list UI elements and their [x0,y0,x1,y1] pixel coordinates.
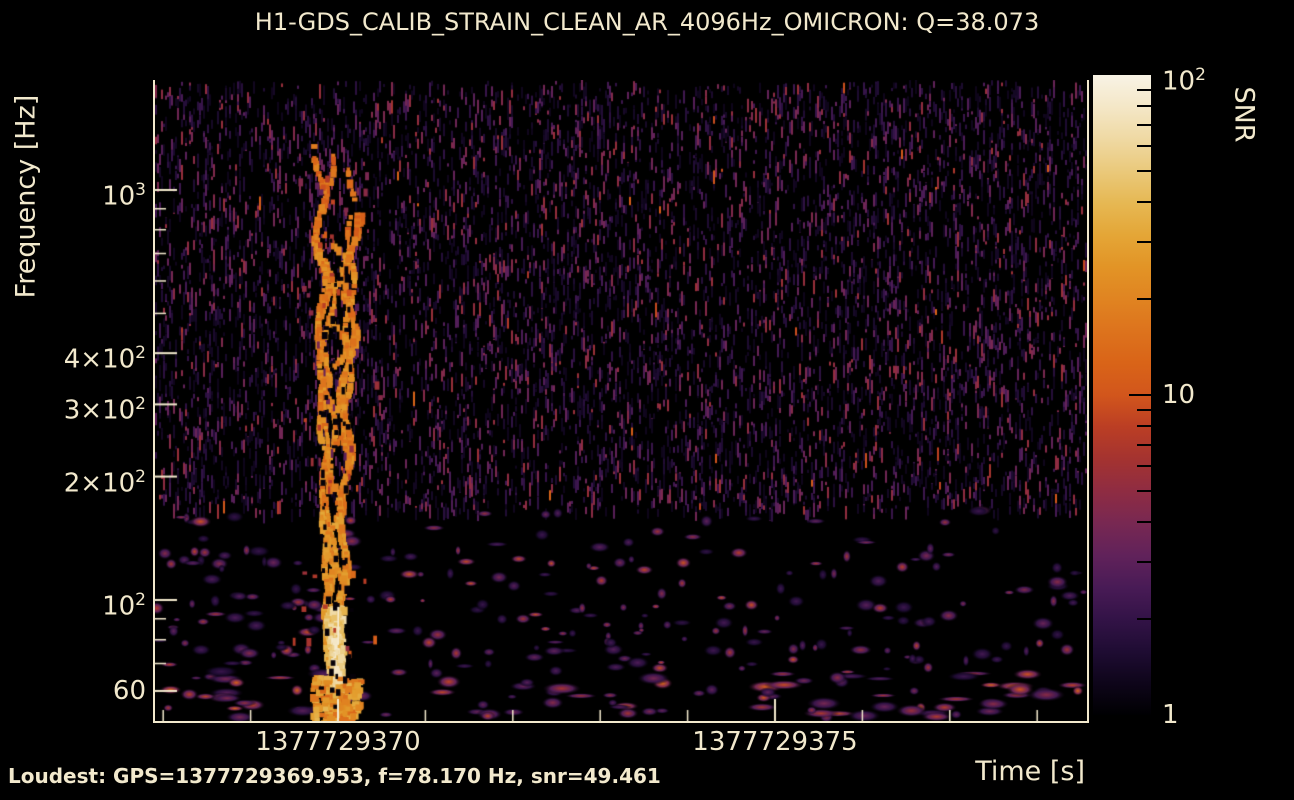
x-axis-label: Time [s] [975,756,1085,787]
colorbar-minor-tick [1137,241,1151,244]
y-tick-label-100: 102 [102,590,146,622]
colorbar-minor-tick [1137,443,1151,446]
colorbar-minor-tick [1137,561,1151,564]
colorbar-minor-tick [1137,201,1151,204]
colorbar-tick-label-1: 1 [1162,700,1179,730]
colorbar-minor-tick [1137,490,1151,493]
colorbar-tick-label-10: 10 [1162,380,1196,410]
colorbar-minor-tick [1137,408,1151,411]
colorbar-label: SNR [1228,86,1260,143]
plot-title: H1-GDS_CALIB_STRAIN_CLEAN_AR_4096Hz_OMIC… [254,8,1040,36]
colorbar-minor-tick [1137,521,1151,524]
spectrogram-plot-area [153,80,1089,723]
colorbar-minor-tick [1137,123,1151,126]
colorbar-minor-tick [1137,105,1151,107]
colorbar-major-tick [1129,394,1151,396]
colorbar-minor-tick [1137,88,1151,91]
loudest-event-info: Loudest: GPS=1377729369.953, f=78.170 Hz… [8,764,661,788]
y-tick-label-400: 4×102 [63,343,146,375]
colorbar-minor-tick [1137,297,1151,300]
colorbar-minor-tick [1137,464,1151,467]
colorbar-minor-tick [1137,170,1151,173]
y-tick-label-60: 60 [112,675,146,706]
x-tick-label-1377729375: 1377729375 [692,727,858,757]
x-tick-label-1377729370: 1377729370 [255,727,421,757]
colorbar-minor-tick [1137,144,1151,147]
y-tick-label-300: 3×102 [63,394,146,427]
colorbar-minor-tick [1137,617,1151,620]
spectrogram-canvas [155,80,1087,721]
y-tick-label-1000: 103 [102,180,146,212]
colorbar-minor-tick [1137,425,1151,427]
colorbar-tick-label-100: 102 [1162,65,1206,97]
y-tick-label-200: 2×102 [63,466,146,499]
